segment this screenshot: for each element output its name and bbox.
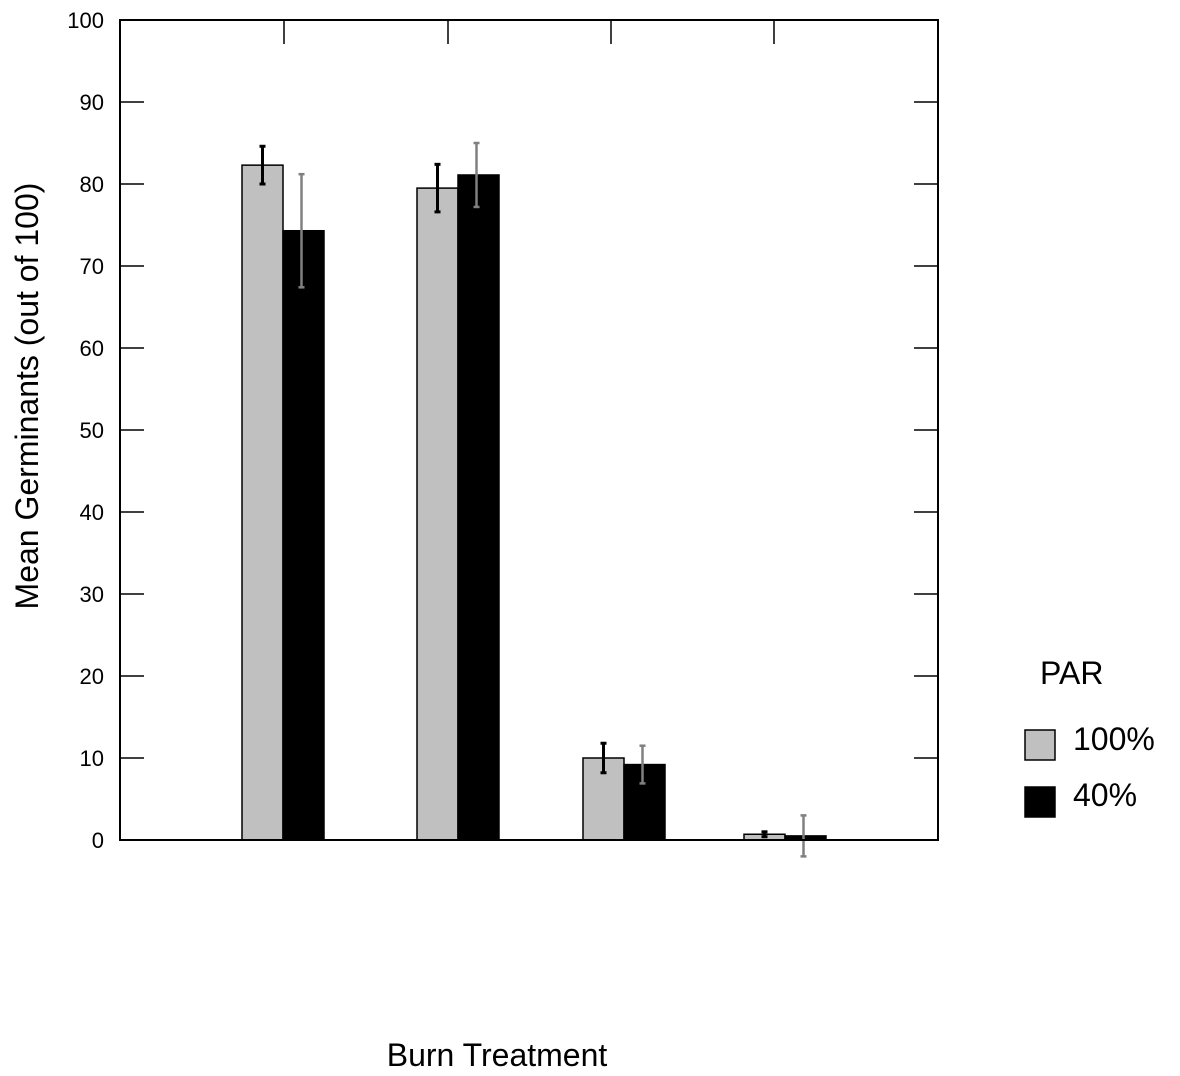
y-tick-label: 60 xyxy=(80,336,104,361)
bar-40 xyxy=(457,174,500,841)
y-axis-title: Mean Germinants (out of 100) xyxy=(9,183,45,610)
bar-100 xyxy=(241,164,284,841)
legend-title: PAR xyxy=(1040,655,1103,691)
x-axis-title: Burn Treatment xyxy=(387,1037,608,1073)
error-bars-group xyxy=(259,141,807,858)
y-tick-label: 80 xyxy=(80,172,104,197)
legend: PAR 100% 40% xyxy=(1024,655,1155,818)
legend-label-40: 40% xyxy=(1073,777,1137,813)
legend-swatch-100 xyxy=(1024,729,1056,761)
y-tick-label: 70 xyxy=(80,254,104,279)
y-tick-label: 30 xyxy=(80,582,104,607)
legend-label-100: 100% xyxy=(1073,721,1155,757)
legend-swatch-40 xyxy=(1024,786,1056,818)
ticks-group: 0 10 20 30 40 50 60 70 80 90 100 xyxy=(67,8,938,853)
y-tick-label: 50 xyxy=(80,418,104,443)
y-tick-label: 20 xyxy=(80,664,104,689)
y-tick-label: 100 xyxy=(67,8,104,33)
bar-40 xyxy=(623,763,666,841)
y-tick-label: 0 xyxy=(92,828,104,853)
bars-group xyxy=(241,164,827,841)
bar-40 xyxy=(282,229,325,841)
bar-100 xyxy=(416,187,459,841)
y-tick-label: 10 xyxy=(80,746,104,771)
y-tick-label: 40 xyxy=(80,500,104,525)
y-tick-label: 90 xyxy=(80,90,104,115)
